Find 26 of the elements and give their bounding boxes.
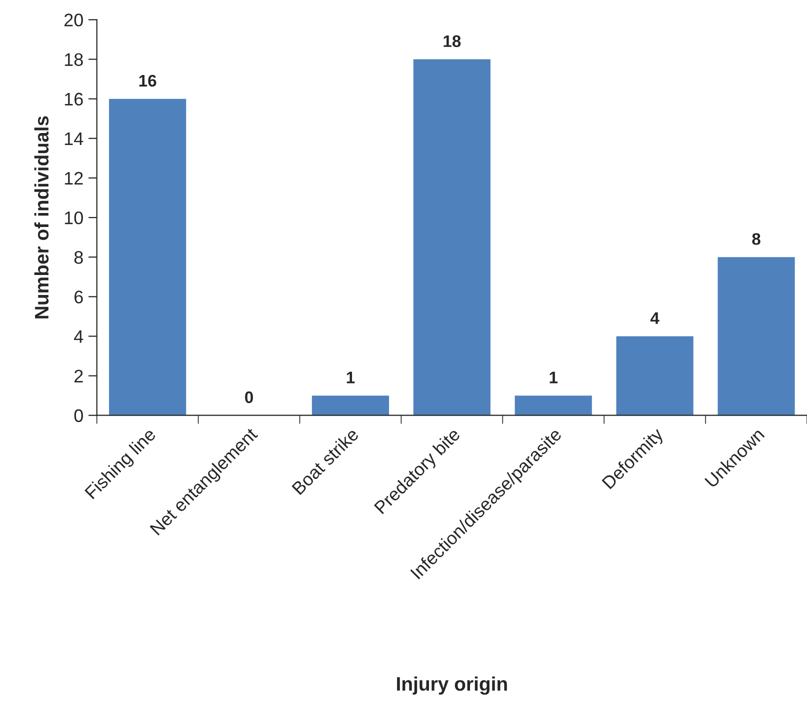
- y-tick-label: 18: [64, 53, 83, 66]
- bar: [413, 59, 490, 416]
- bar: [109, 98, 186, 416]
- data-label: 4: [650, 312, 660, 324]
- y-tick-label: 10: [64, 211, 83, 224]
- bar: [514, 396, 592, 416]
- y-tick-label: 12: [64, 172, 83, 185]
- y-tick-label: 6: [74, 290, 83, 304]
- y-tick-label: 20: [64, 14, 83, 26]
- bar: [616, 336, 694, 416]
- y-tick-label: 4: [74, 330, 84, 343]
- data-label: 0: [245, 391, 253, 404]
- data-label: 16: [139, 74, 156, 87]
- y-tick-label: 8: [74, 251, 83, 264]
- y-tick-label: 16: [64, 92, 83, 106]
- bar: [718, 257, 795, 416]
- bar: [312, 396, 390, 416]
- y-tick-label: 0: [74, 409, 83, 422]
- data-label: 18: [444, 35, 461, 48]
- y-axis-title: Number of individuals: [34, 116, 49, 318]
- data-label: 1: [346, 372, 355, 384]
- data-label: 1: [550, 372, 558, 384]
- data-label: 8: [752, 233, 760, 245]
- y-tick-label: 14: [64, 132, 84, 145]
- y-tick-label: 2: [74, 370, 83, 382]
- x-axis-title: Injury origin: [397, 676, 507, 695]
